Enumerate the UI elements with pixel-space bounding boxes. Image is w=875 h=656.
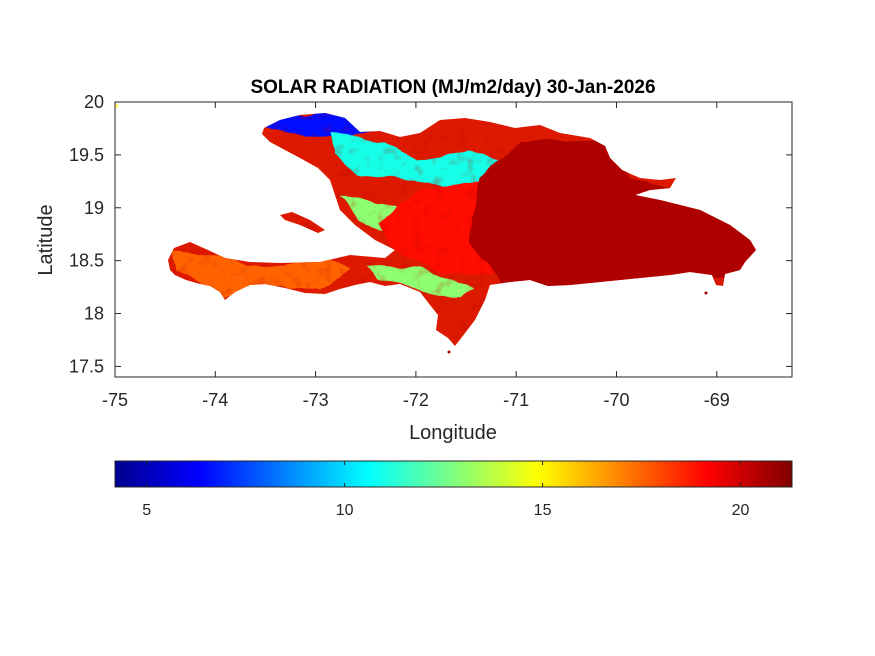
y-axis: 17.5 18 18.5 19 19.5 20 xyxy=(69,92,792,376)
colorbar-tick-label: 20 xyxy=(732,502,750,519)
colorbar-ticks: 5 10 15 20 xyxy=(142,461,750,519)
colorbar-tick-label: 5 xyxy=(142,502,151,519)
x-tick-label: -70 xyxy=(603,390,629,410)
y-axis-label: Latitude xyxy=(35,204,57,275)
x-axis: -75 -74 -73 -72 -71 -70 -69 xyxy=(102,102,730,410)
colorbar-tick-label: 10 xyxy=(336,502,354,519)
y-tick-label: 18 xyxy=(84,304,104,324)
y-tick-label: 17.5 xyxy=(69,356,104,376)
chart-title: SOLAR RADIATION (MJ/m2/day) 30-Jan-2026 xyxy=(250,77,655,98)
colorbar-tick-label: 15 xyxy=(534,502,552,519)
x-tick-label: -75 xyxy=(102,390,128,410)
x-axis-label: Longitude xyxy=(409,422,497,444)
y-tick-label: 19 xyxy=(84,198,104,218)
y-tick-label: 19.5 xyxy=(69,145,104,165)
x-tick-label: -73 xyxy=(303,390,329,410)
x-tick-label: -72 xyxy=(403,390,429,410)
y-tick-label: 18.5 xyxy=(69,251,104,271)
colorbar xyxy=(114,460,793,488)
y-tick-label: 20 xyxy=(84,92,104,112)
x-tick-label: -69 xyxy=(704,390,730,410)
x-tick-label: -74 xyxy=(202,390,228,410)
x-tick-label: -71 xyxy=(503,390,529,410)
